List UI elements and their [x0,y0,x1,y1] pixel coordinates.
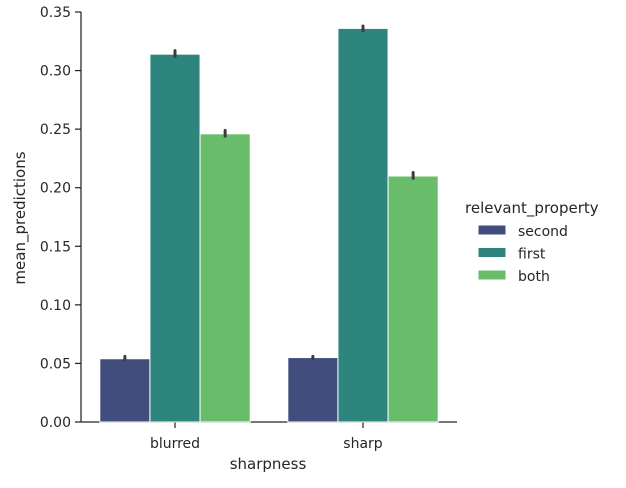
bar-second-sharp [287,357,339,423]
tick-labels: 0.00 0.05 0.10 0.15 0.20 0.25 0.30 0.35 blurred s… [40,5,383,452]
y-tick-label: 0.35 [40,5,71,21]
y-tick-label: 0.10 [40,298,71,314]
bars [99,27,439,423]
error-bars [123,24,415,362]
bar-first-blurred [149,53,201,423]
bar-both-blurred [199,133,251,423]
y-tick-label: 0.00 [40,415,71,431]
y-tick-label: 0.30 [40,64,71,80]
x-tick-label: sharp [343,436,383,452]
bar-first-sharp [337,27,389,423]
legend-label-both: both [518,269,550,285]
y-tick-label: 0.20 [40,181,71,197]
legend-swatch-both [477,269,507,281]
bar-both-sharp [387,175,439,423]
legend-label-second: second [518,224,568,240]
y-axis-label: mean_predictions [11,151,30,284]
bar-second-blurred [99,358,151,423]
legend-label-first: first [518,247,546,263]
legend-title: relevant_property [465,199,599,218]
legend-swatch-second [477,224,507,236]
y-tick-label: 0.05 [40,356,71,372]
legend: relevant_property second first both [465,199,599,285]
x-axis-label: sharpness [230,455,307,473]
y-tick-label: 0.25 [40,122,71,138]
legend-swatch-first [477,247,507,258]
y-tick-label: 0.15 [40,239,71,255]
x-tick-label: blurred [150,436,200,452]
